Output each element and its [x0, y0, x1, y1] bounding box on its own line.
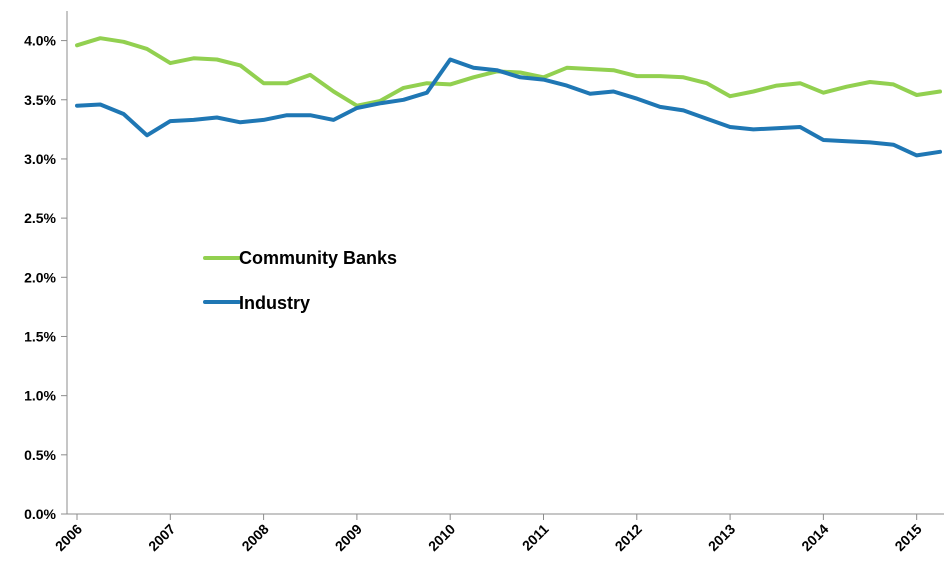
y-tick-label: 2.5% — [24, 210, 56, 226]
x-tick-label: 2014 — [798, 521, 831, 554]
x-tick-label: 2011 — [519, 521, 552, 554]
axes — [66, 11, 944, 515]
y-tick-label: 2.0% — [24, 269, 56, 285]
legend-label-industry: Industry — [239, 293, 310, 313]
x-tick-label: 2013 — [705, 521, 738, 554]
y-axis-ticks: 0.0% 0.5% 1.0% 1.5% 2.0% 2.5% 3.0% 3.5% 4.0% — [24, 33, 67, 522]
x-axis-ticks: 2006 2007 2008 2009 2010 2011 2012 2013 2014 2015 — [52, 514, 925, 554]
legend: Community Banks Industry — [203, 248, 397, 313]
series-lines — [75, 36, 942, 158]
x-tick-label: 2012 — [612, 521, 645, 554]
x-tick-label: 2007 — [145, 521, 178, 554]
legend-label-community-banks: Community Banks — [239, 248, 397, 268]
x-tick-label: 2008 — [238, 521, 271, 554]
series-line-industry — [75, 57, 942, 158]
y-tick-label: 0.0% — [24, 506, 56, 522]
x-tick-label: 2010 — [425, 521, 458, 554]
x-tick-label: 2009 — [332, 521, 365, 554]
x-tick-label: 2006 — [52, 521, 85, 554]
y-tick-label: 0.5% — [24, 447, 56, 463]
y-tick-label: 3.0% — [24, 151, 56, 167]
y-tick-label: 1.0% — [24, 388, 56, 404]
y-tick-label: 3.5% — [24, 92, 56, 108]
y-tick-label: 1.5% — [24, 328, 56, 344]
x-tick-label: 2015 — [891, 521, 924, 554]
y-tick-label: 4.0% — [24, 33, 56, 49]
